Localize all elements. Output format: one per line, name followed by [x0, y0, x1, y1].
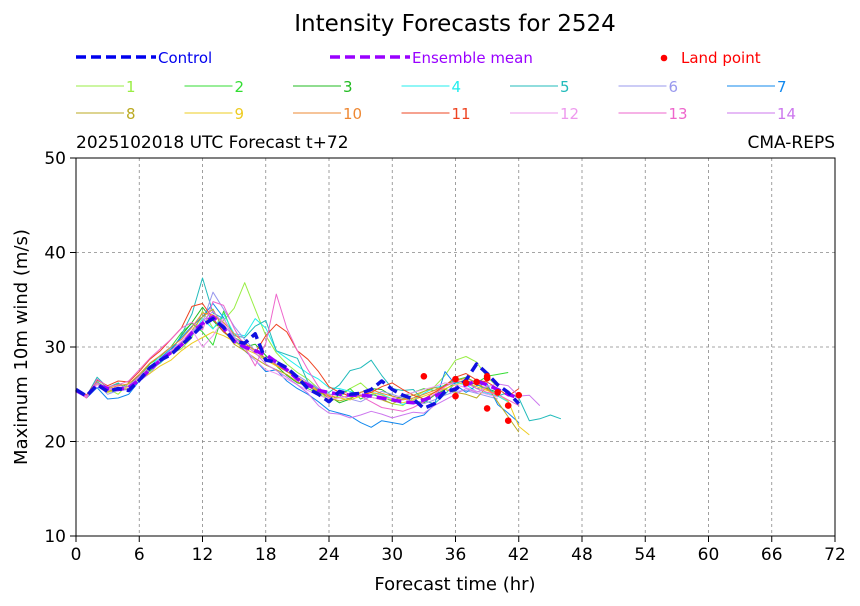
- y-axis-label: Maximum 10m wind (m/s): [11, 229, 32, 465]
- x-tick-label: 12: [192, 545, 214, 565]
- x-tick-label: 18: [255, 545, 277, 565]
- legend-member-label: 3: [343, 78, 353, 96]
- land-point: [462, 379, 470, 387]
- land-point: [504, 402, 512, 409]
- legend-member-label: 2: [235, 78, 245, 96]
- legend-member-13: 13: [618, 105, 688, 123]
- legend-member-11: 11: [401, 105, 471, 123]
- legend-member-label: 5: [560, 78, 570, 96]
- legend-member-label: 10: [343, 105, 362, 123]
- land-point: [420, 372, 428, 380]
- legend-member-label: 8: [126, 105, 136, 123]
- land-point: [483, 372, 491, 380]
- legend-member-label: 13: [669, 105, 688, 123]
- land-point: [452, 392, 459, 400]
- x-tick-label: 48: [571, 545, 593, 565]
- legend-member-label: 4: [452, 78, 462, 96]
- legend-member-5: 5: [510, 78, 570, 96]
- forecast-time-label: 2025102018 UTC Forecast t+72: [76, 133, 349, 153]
- land-point: [504, 417, 512, 425]
- land-point: [515, 391, 523, 399]
- x-tick-label: 42: [508, 545, 530, 565]
- legend-member-label: 11: [452, 105, 471, 123]
- legend-member-14: 14: [727, 105, 796, 123]
- x-tick-label: 6: [134, 545, 145, 565]
- y-tick-label: 20: [44, 433, 66, 453]
- legend-member-8: 8: [76, 105, 136, 123]
- x-tick-label: 30: [381, 545, 403, 565]
- legend-member-1: 1: [76, 78, 136, 96]
- land-point: [452, 375, 459, 383]
- legend-member-label: 14: [777, 105, 796, 123]
- legend-member-7: 7: [727, 78, 787, 96]
- model-label: CMA-REPS: [747, 133, 835, 153]
- legend-member-label: 12: [560, 105, 579, 123]
- legend-member-label: 6: [669, 78, 679, 96]
- legend-land-marker: [660, 54, 668, 62]
- land-point: [483, 405, 491, 412]
- legend-member-6: 6: [618, 78, 679, 96]
- legend-member-label: 9: [235, 105, 245, 123]
- land-points: [420, 372, 523, 425]
- legend-member-label: 7: [777, 78, 787, 96]
- axis-ticks: 0 6 12 18 24 30 36 42 48 54 60 66 72 10 20 30 40 50: [44, 149, 845, 565]
- legend-member-10: 10: [293, 105, 362, 123]
- y-tick-label: 50: [44, 149, 66, 169]
- legend-member-12: 12: [510, 105, 579, 123]
- legend-member-2: 2: [184, 78, 245, 96]
- ensemble-mean-line: [75, 315, 520, 405]
- legend-member-4: 4: [401, 78, 462, 96]
- y-tick-label: 40: [44, 244, 66, 264]
- legend-land-label: Land point: [681, 49, 761, 67]
- legend-member-3: 3: [293, 78, 353, 96]
- y-tick-label: 30: [44, 338, 66, 358]
- control-line: [75, 316, 521, 411]
- x-tick-label: 60: [698, 545, 720, 565]
- legend-mean-label: Ensemble mean: [412, 49, 533, 67]
- land-point: [473, 378, 480, 386]
- x-tick-label: 72: [824, 545, 846, 565]
- series-layer: [75, 277, 562, 436]
- legend-control-label: Control: [158, 49, 212, 67]
- member-legend: 1 2 3 4 5 6 78 9 10 11 12 13 14: [76, 78, 796, 123]
- x-tick-label: 36: [445, 545, 467, 565]
- land-point: [494, 389, 501, 396]
- x-axis-label: Forecast time (hr): [374, 574, 535, 595]
- x-tick-label: 24: [318, 545, 340, 565]
- y-tick-label: 10: [44, 527, 66, 547]
- legend-member-label: 1: [126, 78, 136, 96]
- chart-title: Intensity Forecasts for 2524: [294, 11, 616, 37]
- x-tick-label: 0: [71, 545, 82, 565]
- member-line-13: [75, 293, 520, 412]
- legend-member-9: 9: [184, 105, 245, 123]
- x-tick-label: 66: [761, 545, 783, 565]
- x-tick-label: 54: [634, 545, 656, 565]
